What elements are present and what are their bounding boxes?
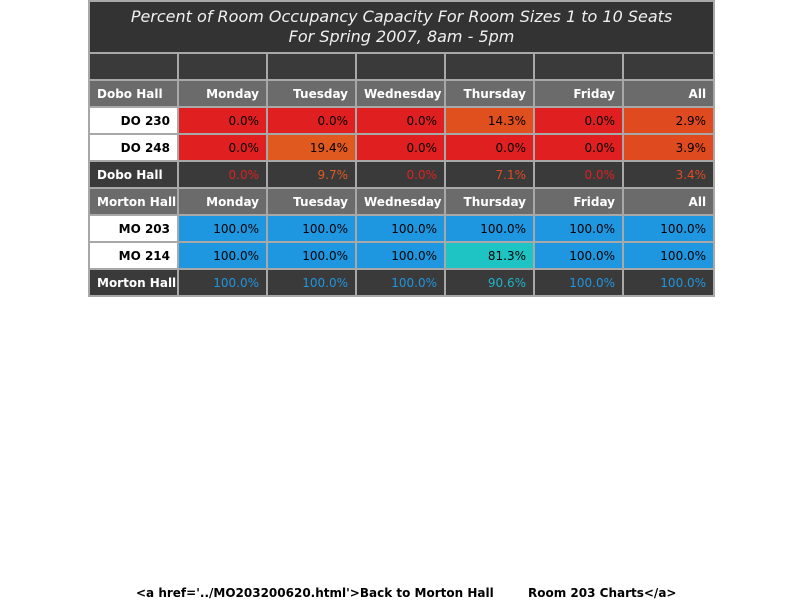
occupancy-table: Percent of Room Occupancy Capacity For R… <box>87 0 716 297</box>
occupancy-value: 0.0% <box>533 106 624 135</box>
occupancy-value: 0.0% <box>177 106 268 135</box>
day-header: Tuesday <box>266 187 357 216</box>
day-header: Wednesday <box>355 79 446 108</box>
hall-total-value: 7.1% <box>444 160 535 189</box>
day-header: Friday <box>533 187 624 216</box>
blank-cell <box>533 52 624 81</box>
hall-name: Dobo Hall <box>88 79 179 108</box>
hall-total-value: 9.7% <box>266 160 357 189</box>
room-row: DO 248 0.0% 19.4% 0.0% 0.0% 0.0% 3.9% <box>88 133 716 162</box>
hall-total-label: Morton Hall <box>88 268 179 297</box>
hall-total-value: 100.0% <box>266 268 357 297</box>
room-203-charts-link[interactable]: Room 203 Charts</a> <box>528 586 677 600</box>
hall-header-row: Dobo Hall Monday Tuesday Wednesday Thursday F… <box>88 79 716 108</box>
occupancy-value: 100.0% <box>533 241 624 270</box>
occupancy-value: 0.0% <box>355 106 446 135</box>
hall-total-value: 3.4% <box>621 160 716 189</box>
occupancy-value: 14.3% <box>444 106 535 135</box>
occupancy-value: 100.0% <box>444 214 535 243</box>
occupancy-value: 0.0% <box>444 133 535 162</box>
occupancy-value: 0.0% <box>266 106 357 135</box>
occupancy-report: Percent of Room Occupancy Capacity For R… <box>87 0 716 297</box>
blank-cell <box>621 52 716 81</box>
hall-total-value: 100.0% <box>621 268 716 297</box>
occupancy-value: 19.4% <box>266 133 357 162</box>
hall-total-value: 90.6% <box>444 268 535 297</box>
blank-cell <box>444 52 535 81</box>
day-header: Thursday <box>444 79 535 108</box>
occupancy-value: 100.0% <box>177 241 268 270</box>
hall-total-row: Dobo Hall 0.0% 9.7% 0.0% 7.1% 0.0% 3.4% <box>88 160 716 189</box>
hall-total-value: 100.0% <box>177 268 268 297</box>
blank-cell <box>177 52 268 81</box>
hall-total-value: 0.0% <box>533 160 624 189</box>
day-header: Tuesday <box>266 79 357 108</box>
occupancy-value: 100.0% <box>533 214 624 243</box>
room-row: MO 214 100.0% 100.0% 100.0% 81.3% 100.0% 100.0… <box>88 241 716 270</box>
day-header: All <box>621 187 716 216</box>
occupancy-value: 100.0% <box>355 241 446 270</box>
occupancy-value: 100.0% <box>177 214 268 243</box>
back-to-morton-hall-link[interactable]: <a href='../MO203200620.html'>Back to Mo… <box>136 586 494 600</box>
hall-header-row: Morton Hall Monday Tuesday Wednesday Thursda… <box>88 187 716 216</box>
day-header: Wednesday <box>355 187 446 216</box>
occupancy-value: 100.0% <box>621 214 716 243</box>
occupancy-value: 0.0% <box>355 133 446 162</box>
room-name: DO 230 <box>88 106 179 135</box>
occupancy-value: 81.3% <box>444 241 535 270</box>
room-row: DO 230 0.0% 0.0% 0.0% 14.3% 0.0% 2.9% <box>88 106 716 135</box>
hall-total-value: 100.0% <box>533 268 624 297</box>
hall-name: Morton Hall <box>88 187 179 216</box>
blank-row <box>88 52 716 81</box>
room-name: DO 248 <box>88 133 179 162</box>
room-name: MO 203 <box>88 214 179 243</box>
occupancy-value: 100.0% <box>266 241 357 270</box>
occupancy-value: 100.0% <box>621 241 716 270</box>
occupancy-value: 100.0% <box>355 214 446 243</box>
occupancy-value: 0.0% <box>177 133 268 162</box>
blank-cell <box>266 52 357 81</box>
occupancy-value: 2.9% <box>621 106 716 135</box>
day-header: Monday <box>177 187 268 216</box>
blank-cell <box>88 52 179 81</box>
hall-total-value: 0.0% <box>177 160 268 189</box>
day-header: Friday <box>533 79 624 108</box>
hall-total-value: 100.0% <box>355 268 446 297</box>
room-name: MO 214 <box>88 241 179 270</box>
occupancy-value: 0.0% <box>533 133 624 162</box>
hall-total-value: 0.0% <box>355 160 446 189</box>
occupancy-value: 3.9% <box>621 133 716 162</box>
hall-total-label: Dobo Hall <box>88 160 179 189</box>
room-row: MO 203 100.0% 100.0% 100.0% 100.0% 100.0% 100.… <box>88 214 716 243</box>
title-row: Percent of Room Occupancy Capacity For R… <box>87 0 716 54</box>
day-header: All <box>621 79 716 108</box>
hall-total-row: Morton Hall 100.0% 100.0% 100.0% 90.6% 100.0%… <box>88 268 716 297</box>
day-header: Monday <box>177 79 268 108</box>
blank-cell <box>355 52 446 81</box>
title-line-1: Percent of Room Occupancy Capacity For R… <box>130 7 673 26</box>
report-title: Percent of Room Occupancy Capacity For R… <box>87 0 716 54</box>
occupancy-value: 100.0% <box>266 214 357 243</box>
day-header: Thursday <box>444 187 535 216</box>
title-line-2: For Spring 2007, 8am - 5pm <box>288 27 515 46</box>
